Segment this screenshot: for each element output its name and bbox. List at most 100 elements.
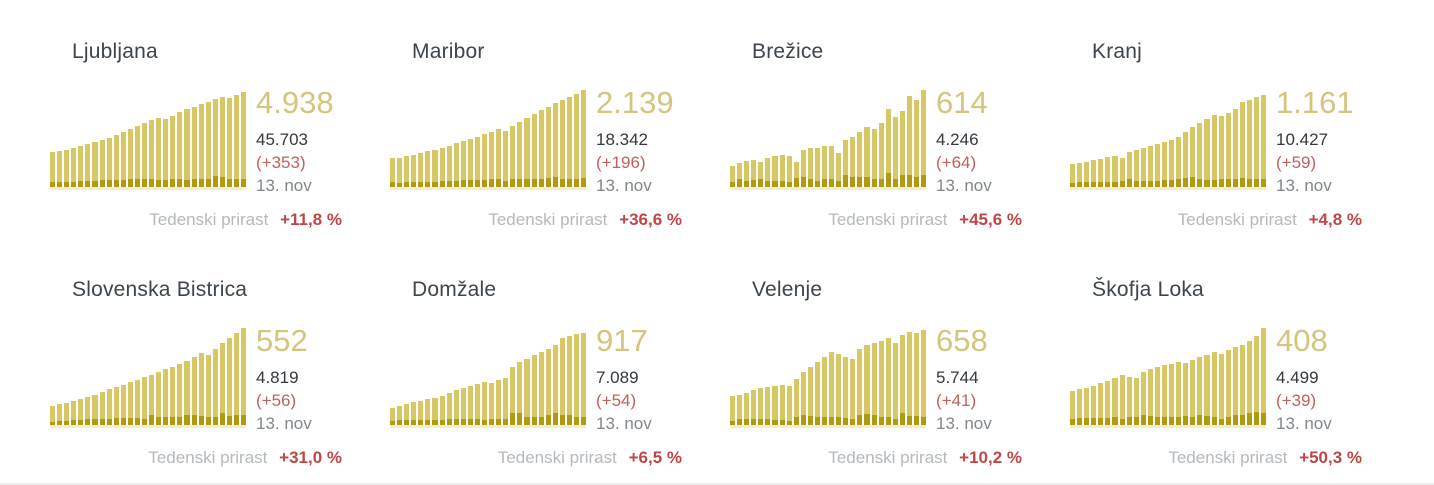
chart-bar[interactable] [566,335,573,425]
chart-bar[interactable] [843,357,849,425]
chart-bar[interactable] [71,400,77,425]
chart-bar[interactable] [765,157,771,187]
chart-bar[interactable] [1098,158,1104,187]
chart-bar[interactable] [1077,389,1083,425]
chart-bar[interactable] [800,150,806,187]
chart-bar[interactable] [170,366,176,425]
chart-bar[interactable] [793,161,799,187]
chart-bar[interactable] [779,155,785,187]
chart-bar[interactable] [1133,378,1139,425]
chart-bar[interactable] [822,146,828,187]
chart-bar[interactable] [226,97,233,187]
chart-bar[interactable] [85,144,91,187]
chart-bar[interactable] [857,349,863,425]
chart-bar[interactable] [1105,381,1111,425]
chart-bar[interactable] [446,146,452,187]
chart-bar[interactable] [906,331,913,425]
chart-bar[interactable] [226,337,233,425]
chart-bar[interactable] [559,337,565,425]
chart-bar[interactable] [878,340,884,425]
chart-bar[interactable] [474,384,481,425]
chart-bar[interactable] [730,165,736,187]
chart-bar[interactable] [850,136,856,187]
chart-bar[interactable] [404,403,410,425]
chart-bar[interactable] [184,360,190,425]
chart-bar[interactable] [574,93,580,187]
chart-bar[interactable] [878,122,884,187]
chart-bar[interactable] [1162,364,1168,425]
chart-bar[interactable] [127,128,133,187]
chart-bar[interactable] [212,349,218,425]
chart-bar[interactable] [885,337,891,425]
chart-bar[interactable] [1147,368,1153,425]
chart-bar[interactable] [99,392,105,425]
chart-bar[interactable] [793,379,799,425]
chart-bar[interactable] [751,159,757,187]
chart-bar[interactable] [411,401,417,425]
chart-bar[interactable] [906,95,913,187]
chart-bar[interactable] [184,109,190,187]
chart-bar[interactable] [737,394,743,425]
chart-bar[interactable] [1218,354,1224,425]
chart-bar[interactable] [78,398,84,425]
chart-bar[interactable] [566,96,573,187]
chart-bar[interactable] [439,395,445,425]
chart-bar[interactable] [1190,360,1196,425]
chart-bar[interactable] [156,118,162,187]
chart-bar[interactable] [71,148,77,187]
chart-bar[interactable] [1084,161,1090,187]
chart-bar[interactable] [219,96,225,187]
chart-bar[interactable] [559,99,565,187]
chart-bar[interactable] [1197,122,1203,187]
chart-bar[interactable] [524,359,530,425]
chart-bar[interactable] [64,150,70,187]
chart-bar[interactable] [1091,386,1097,425]
chart-bar[interactable] [1218,116,1224,187]
chart-bar[interactable] [241,91,247,187]
chart-bar[interactable] [212,98,218,187]
chart-bar[interactable] [64,402,70,425]
chart-bar[interactable] [120,131,126,187]
chart-bar[interactable] [177,363,183,425]
chart-bar[interactable] [517,361,523,425]
chart-bar[interactable] [517,122,523,187]
chart-bar[interactable] [524,118,530,187]
chart-bar[interactable] [1112,155,1118,187]
chart-bar[interactable] [156,371,162,425]
chart-bar[interactable] [545,349,551,425]
chart-bar[interactable] [177,112,183,187]
chart-bar[interactable] [127,382,133,425]
chart-bar[interactable] [758,388,764,425]
chart-bar[interactable] [737,162,743,187]
chart-bar[interactable] [730,395,736,425]
chart-bar[interactable] [489,383,495,425]
cases-bar-chart[interactable] [1070,328,1267,428]
chart-bar[interactable] [106,137,112,187]
chart-bar[interactable] [1211,115,1217,187]
chart-bar[interactable] [57,151,63,187]
chart-bar[interactable] [467,138,473,187]
chart-bar[interactable] [1070,163,1076,187]
chart-bar[interactable] [807,148,813,187]
chart-bar[interactable] [786,155,792,187]
chart-bar[interactable] [1183,362,1189,425]
chart-bar[interactable] [744,393,750,425]
chart-bar[interactable] [134,125,141,187]
chart-bar[interactable] [850,359,856,425]
cases-bar-chart[interactable] [730,90,927,190]
chart-bar[interactable] [446,393,452,425]
chart-bar[interactable] [772,155,778,187]
chart-bar[interactable] [219,342,225,425]
chart-bar[interactable] [1204,355,1210,425]
chart-bar[interactable] [234,332,240,425]
chart-bar[interactable] [425,151,431,187]
chart-bar[interactable] [814,361,821,425]
cases-bar-chart[interactable] [390,328,587,428]
chart-bar[interactable] [1239,344,1245,425]
chart-bar[interactable] [163,119,169,187]
chart-bar[interactable] [106,389,112,425]
chart-bar[interactable] [1246,99,1253,187]
chart-bar[interactable] [1112,378,1118,425]
chart-bar[interactable] [1070,391,1076,425]
chart-bar[interactable] [482,382,488,425]
